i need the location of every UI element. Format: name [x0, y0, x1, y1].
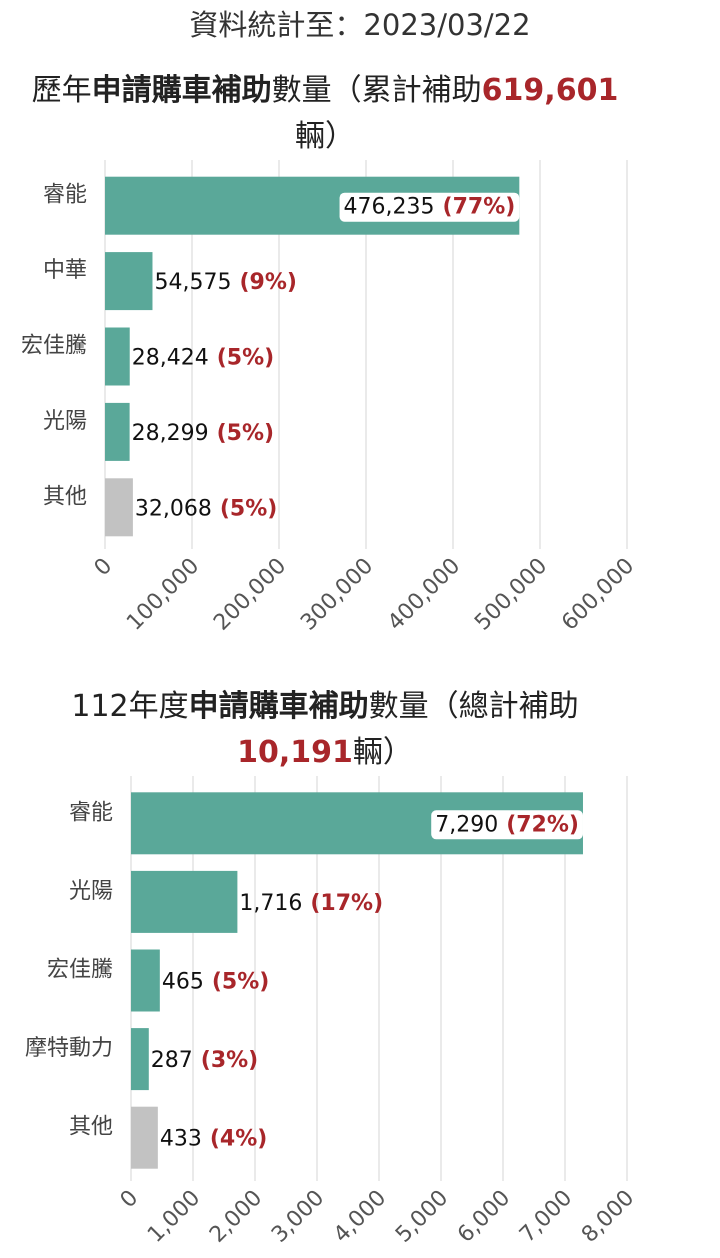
svg-text:7,290(72%): 7,290 (72%) — [435, 812, 579, 837]
data-label: 465 (5%) — [162, 970, 269, 995]
value-label: 1,716 — [239, 891, 302, 916]
svg-text:465(5%): 465 (5%) — [162, 970, 269, 995]
bar-chart-year-112: 睿能 7,290 (72%) 光陽 1,716 (17%) 宏佳騰 465 (5%) 摩特動力 28… — [25, 776, 639, 1248]
percent-label: (4%) — [210, 1127, 267, 1152]
category-label: 宏佳騰 — [47, 958, 113, 983]
bar — [131, 1106, 158, 1169]
x-tick-label: 500,000 — [470, 554, 552, 636]
category-label: 睿能 — [43, 183, 87, 208]
x-tick-label: 5,000 — [391, 1186, 453, 1248]
percent-label: (5%) — [217, 346, 274, 371]
value-label: 465 — [162, 970, 204, 995]
title-part: 歷年 — [31, 73, 92, 108]
value-label: 54,575 — [154, 270, 231, 295]
svg-text:287(3%): 287 (3%) — [151, 1048, 258, 1073]
x-tick-label: 6,000 — [453, 1186, 515, 1248]
category-label: 摩特動力 — [25, 1036, 113, 1061]
value-label: 476,235 — [344, 195, 435, 220]
percent-label: (17%) — [310, 891, 383, 916]
bar — [131, 870, 238, 933]
x-tick-label: 4,000 — [329, 1186, 391, 1248]
chart-title-year-112: 112年度申請購車補助數量（總計補助 10,191輛） — [20, 684, 630, 776]
percent-label: (5%) — [212, 970, 269, 995]
bar — [105, 252, 153, 311]
value-label: 28,299 — [132, 421, 209, 446]
bar — [131, 1028, 149, 1091]
data-label: 287 (3%) — [151, 1048, 258, 1073]
data-label: 433 (4%) — [160, 1127, 267, 1152]
value-label: 433 — [160, 1127, 202, 1152]
x-tick-label: 3,000 — [267, 1186, 329, 1248]
category-label: 睿能 — [69, 800, 113, 825]
title-part: 數量（總計補助 — [368, 689, 579, 724]
bar — [105, 478, 133, 537]
x-tick-label: 8,000 — [577, 1186, 639, 1248]
category-label: 光陽 — [69, 879, 113, 904]
title-part: 10,191 — [237, 735, 353, 770]
bar — [105, 327, 130, 386]
svg-text:433(4%): 433 (4%) — [160, 1127, 267, 1152]
title-part: 申請購車補助 — [91, 73, 272, 108]
category-label: 光陽 — [43, 409, 87, 434]
percent-label: (9%) — [239, 270, 296, 295]
value-label: 28,424 — [132, 346, 209, 371]
bar — [131, 949, 160, 1012]
data-label: 28,424 (5%) — [132, 346, 274, 371]
svg-text:1,716(17%): 1,716 (17%) — [239, 891, 383, 916]
title-part: 112年度 — [71, 689, 189, 724]
svg-text:476,235(77%): 476,235 (77%) — [344, 195, 516, 220]
category-label: 中華 — [43, 258, 87, 283]
x-tick-label: 300,000 — [296, 554, 378, 636]
title-part: 619,601 — [481, 73, 619, 108]
value-label: 287 — [151, 1048, 193, 1073]
title-part: 輛） — [295, 119, 355, 154]
category-label: 其他 — [43, 484, 87, 509]
stats-date: 資料統計至：2023/03/22 — [189, 8, 531, 42]
percent-label: (5%) — [220, 496, 277, 521]
svg-text:28,299(5%): 28,299 (5%) — [132, 421, 274, 446]
percent-label: (72%) — [506, 812, 579, 837]
data-label-background — [339, 192, 520, 222]
percent-label: (77%) — [443, 195, 516, 220]
data-label: 1,716 (17%) — [239, 891, 383, 916]
data-label: 54,575 (9%) — [154, 270, 296, 295]
percent-label: (5%) — [217, 421, 274, 446]
x-tick-label: 600,000 — [557, 554, 639, 636]
title-part: 數量（累計補助 — [271, 73, 482, 108]
svg-text:54,575(9%): 54,575 (9%) — [154, 270, 296, 295]
x-tick-label: 2,000 — [205, 1186, 267, 1248]
svg-text:32,068(5%): 32,068 (5%) — [135, 496, 277, 521]
bar-chart-cumulative: 睿能 476,235 (77%) 中華 54,575 (9%) 宏佳騰 28,424 (5%) 光… — [21, 160, 639, 636]
x-tick-label: 200,000 — [209, 554, 291, 636]
data-label-background — [431, 810, 583, 840]
title-part: 輛） — [352, 735, 413, 770]
x-tick-label: 0 — [90, 554, 118, 582]
category-label: 宏佳騰 — [21, 334, 87, 359]
value-label: 32,068 — [135, 496, 212, 521]
data-label: 32,068 (5%) — [135, 496, 277, 521]
x-tick-label: 1,000 — [143, 1186, 205, 1248]
data-label: 476,235 (77%) — [339, 192, 520, 222]
data-label: 7,290 (72%) — [431, 810, 583, 840]
bar — [105, 402, 130, 461]
percent-label: (3%) — [201, 1048, 258, 1073]
chart-title-cumulative: 歷年申請購車補助數量（累計補助619,601 輛） — [20, 68, 630, 160]
title-part: 申請購車補助 — [188, 689, 369, 724]
data-label: 28,299 (5%) — [132, 421, 274, 446]
x-tick-label: 100,000 — [122, 554, 204, 636]
value-label: 7,290 — [435, 812, 498, 837]
svg-text:28,424(5%): 28,424 (5%) — [132, 346, 274, 371]
category-label: 其他 — [69, 1115, 113, 1140]
x-tick-label: 7,000 — [515, 1186, 577, 1248]
x-tick-label: 400,000 — [383, 554, 465, 636]
x-tick-label: 0 — [116, 1186, 144, 1214]
